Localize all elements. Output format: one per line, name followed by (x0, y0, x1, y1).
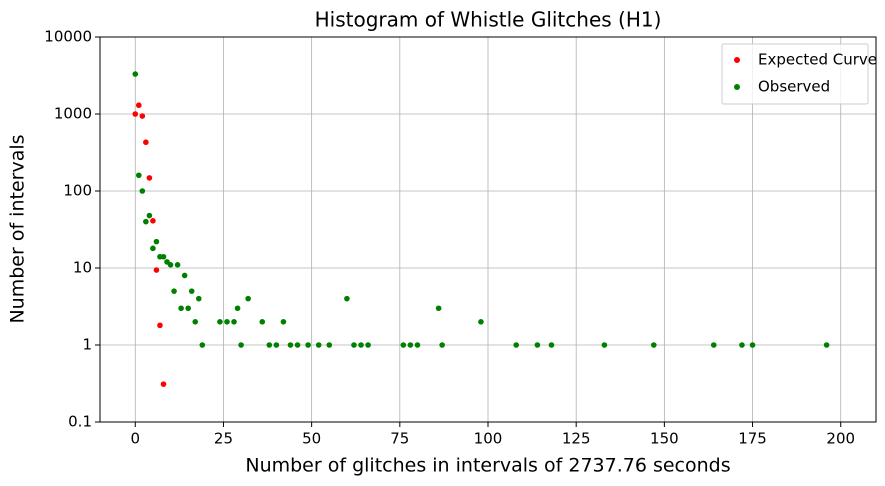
point (326, 342, 333, 348)
point (185, 305, 191, 312)
point (749, 342, 756, 348)
x-tick-label: 75 (390, 430, 409, 448)
point (344, 295, 350, 302)
point (181, 272, 188, 279)
point (143, 218, 149, 225)
point (280, 319, 287, 325)
x-tick-label: 150 (650, 430, 679, 448)
point (358, 342, 364, 348)
point (435, 305, 442, 312)
point (478, 319, 484, 325)
point (146, 175, 153, 181)
point (192, 319, 199, 325)
point (294, 342, 301, 348)
point (287, 342, 294, 348)
point (143, 139, 149, 146)
point (136, 172, 142, 179)
point (171, 288, 177, 294)
legend-marker (734, 57, 740, 63)
legend-label: Expected Curve (758, 51, 877, 69)
point (259, 319, 266, 325)
y-tick-label: 0.1 (68, 413, 92, 431)
point (224, 319, 230, 325)
point (150, 218, 156, 224)
legend-marker (734, 84, 740, 90)
point (351, 342, 357, 348)
point (153, 238, 160, 245)
x-axis-label: Number of glitches in intervals of 2737.… (245, 455, 730, 477)
point (160, 381, 167, 387)
point (153, 267, 160, 273)
point (305, 342, 311, 348)
x-tick-label: 25 (214, 430, 233, 448)
legend-label: Observed (758, 78, 830, 96)
point (231, 319, 237, 325)
y-axis-label: Number of intervals (7, 134, 29, 323)
point (217, 319, 223, 325)
x-tick-label: 175 (738, 430, 767, 448)
point (174, 262, 181, 268)
y-tick-label: 100 (63, 182, 92, 200)
x-tick-label: 50 (302, 430, 321, 448)
point (150, 245, 156, 252)
point (188, 288, 195, 294)
point (160, 253, 167, 260)
y-tick-label: 10000 (44, 28, 92, 46)
point (132, 111, 139, 117)
point (132, 71, 139, 77)
point (365, 342, 371, 348)
point (439, 342, 445, 348)
point (823, 342, 830, 348)
x-tick-label: 0 (130, 430, 140, 448)
y-tick-label: 1000 (54, 105, 92, 123)
point (195, 295, 202, 302)
point (400, 342, 407, 348)
point (266, 342, 273, 348)
y-tick-label: 1 (82, 336, 92, 354)
point (146, 212, 153, 219)
point (548, 342, 555, 348)
x-tick-label: 100 (474, 430, 503, 448)
point (167, 262, 174, 268)
x-tick-label: 200 (826, 430, 855, 448)
point (407, 342, 414, 348)
point (739, 342, 745, 348)
y-tick-label: 10 (73, 259, 92, 277)
plot-frame (99, 36, 877, 423)
point (315, 342, 322, 348)
point (136, 102, 142, 109)
point (139, 113, 146, 119)
point (534, 342, 541, 348)
x-tick-label: 125 (562, 430, 591, 448)
point (710, 342, 717, 348)
point (199, 342, 206, 348)
point (178, 305, 184, 312)
legend-box (721, 43, 869, 105)
point (245, 295, 251, 302)
point (238, 342, 244, 348)
point (273, 342, 280, 348)
point (234, 305, 241, 312)
point (601, 342, 608, 348)
point (157, 322, 163, 329)
point (414, 342, 421, 348)
chart-title: Histogram of Whistle Glitches (H1) (315, 8, 662, 32)
point (650, 342, 657, 348)
point (513, 342, 520, 348)
point (139, 188, 146, 194)
